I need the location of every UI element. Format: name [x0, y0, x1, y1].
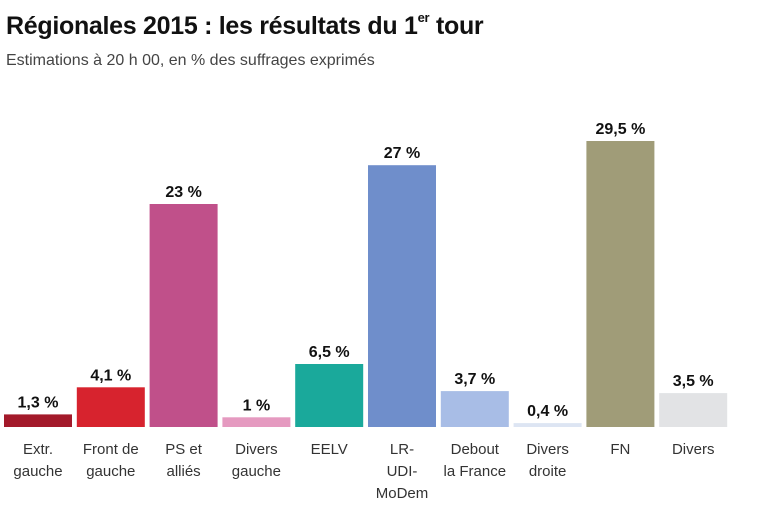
- category-labels-group: Extr. gauche Front de gauche PS et alliés Dive…: [13, 441, 714, 502]
- category-label-line: gauche: [232, 463, 281, 480]
- category-label-line: alliés: [167, 463, 201, 480]
- category-label-line: FN: [610, 441, 630, 458]
- value-label-9: 3,5 %: [673, 373, 714, 390]
- category-label-line: Front de: [83, 441, 139, 458]
- value-label-1: 4,1 %: [90, 367, 131, 384]
- category-label-line: Debout: [451, 441, 500, 458]
- category-label-3: Divers gauche: [232, 441, 281, 480]
- category-label-7: Divers droite: [526, 441, 569, 480]
- category-label-1: Front de gauche: [83, 441, 139, 480]
- category-label-line: LR-: [390, 441, 414, 458]
- value-label-6: 3,7 %: [454, 371, 495, 388]
- value-label-7: 0,4 %: [527, 403, 568, 420]
- category-label-4: EELV: [311, 441, 348, 458]
- category-label-line: gauche: [86, 463, 135, 480]
- bar-4: [295, 364, 364, 427]
- category-label-line: droite: [529, 463, 567, 480]
- bar-0: [4, 414, 72, 427]
- value-labels-group: 1,3 % 4,1 % 23 % 1 % 6,5 % 27 % 3,7 % 0,4 % 29,5…: [18, 121, 714, 420]
- category-label-line: gauche: [13, 463, 62, 480]
- chart-title: Régionales 2015 : les résultats du 1er t…: [6, 9, 484, 40]
- title-superscript: er: [417, 9, 430, 25]
- bar-3: [222, 417, 291, 427]
- bar-2: [149, 204, 218, 427]
- category-label-2: PS et alliés: [165, 441, 203, 480]
- value-label-2: 23 %: [165, 184, 201, 201]
- category-label-6: Debout la France: [444, 441, 507, 480]
- category-label-8: FN: [610, 441, 630, 458]
- chart-subtitle: Estimations à 20 h 00, en % des suffrage…: [6, 52, 375, 69]
- bar-1: [76, 387, 145, 427]
- value-label-5: 27 %: [384, 145, 420, 162]
- category-label-9: Divers: [672, 441, 715, 458]
- category-label-line: Divers: [672, 441, 715, 458]
- bar-5: [368, 165, 436, 427]
- category-label-line: EELV: [311, 441, 348, 458]
- category-label-0: Extr. gauche: [13, 441, 62, 480]
- value-label-3: 1 %: [243, 397, 271, 414]
- bar-8: [586, 141, 655, 427]
- bars-group: [4, 141, 728, 427]
- category-label-line: Extr.: [23, 441, 53, 458]
- value-label-0: 1,3 %: [18, 394, 59, 411]
- category-label-line: Divers: [235, 441, 278, 458]
- bar-9: [659, 393, 728, 427]
- category-label-line: la France: [444, 463, 507, 480]
- category-label-line: PS et: [165, 441, 203, 458]
- value-label-4: 6,5 %: [309, 344, 350, 361]
- bar-7: [513, 423, 582, 427]
- category-label-line: MoDem: [376, 485, 429, 502]
- category-label-5: LR- UDI- MoDem: [376, 441, 429, 502]
- category-label-line: UDI-: [387, 463, 418, 480]
- bar-6: [440, 391, 509, 427]
- value-label-8: 29,5 %: [595, 121, 645, 138]
- category-label-line: Divers: [526, 441, 569, 458]
